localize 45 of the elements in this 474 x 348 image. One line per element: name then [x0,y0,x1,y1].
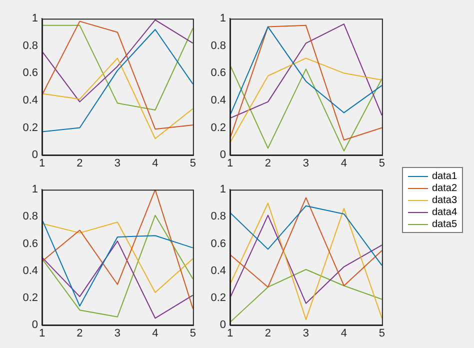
y-tick-label: 0.6 [22,238,38,250]
y-tick-label: 0.2 [210,122,226,134]
x-tick-label: 5 [378,158,386,170]
x-tick-label: 2 [76,158,83,170]
y-tick-label: 0.4 [22,94,38,106]
x-tick-label: 4 [340,158,348,170]
x-tick-label: 4 [340,328,348,340]
legend-label: data1 [432,170,458,182]
legend-label: data3 [432,194,458,206]
y-tick-label: 0.6 [210,238,226,250]
x-tick-label: 3 [302,328,310,340]
y-tick-label: 0.2 [22,122,38,134]
x-tick-label: 2 [76,328,83,340]
y-tick-label: 0 [32,149,38,162]
y-tick-label: 0.2 [22,292,38,304]
y-tick-label: 0.8 [22,210,38,223]
legend-label: data2 [432,182,458,194]
x-tick-label: 2 [264,328,272,340]
y-tick-label: 0 [220,149,226,162]
y-tick-label: 0 [220,319,226,332]
y-tick-label: 1 [220,12,226,25]
y-tick-label: 1 [220,184,226,196]
x-tick-label: 4 [152,328,158,340]
y-tick-label: 0.2 [210,292,226,304]
y-tick-label: 1 [32,12,38,25]
y-tick-label: 0.8 [210,210,226,223]
x-tick-label: 3 [302,158,310,170]
y-tick-label: 0.6 [210,67,226,80]
x-tick-label: 5 [378,328,386,340]
y-tick-label: 0.4 [22,264,38,277]
y-tick-label: 0.8 [22,40,38,52]
y-tick-label: 0 [32,319,38,332]
y-tick-label: 1 [32,184,38,196]
x-tick-label: 3 [114,158,121,170]
x-tick-label: 2 [264,158,272,170]
x-tick-label: 3 [114,328,121,340]
legend-label: data5 [432,218,458,230]
x-tick-label: 4 [152,158,158,170]
legend-label: data4 [432,206,458,218]
x-tick-label: 5 [190,328,196,340]
y-tick-label: 0.4 [210,94,226,106]
y-tick-label: 0.4 [210,264,226,277]
x-tick-label: 5 [190,158,196,170]
y-tick-label: 0.8 [210,40,226,52]
y-tick-label: 0.6 [22,67,38,80]
